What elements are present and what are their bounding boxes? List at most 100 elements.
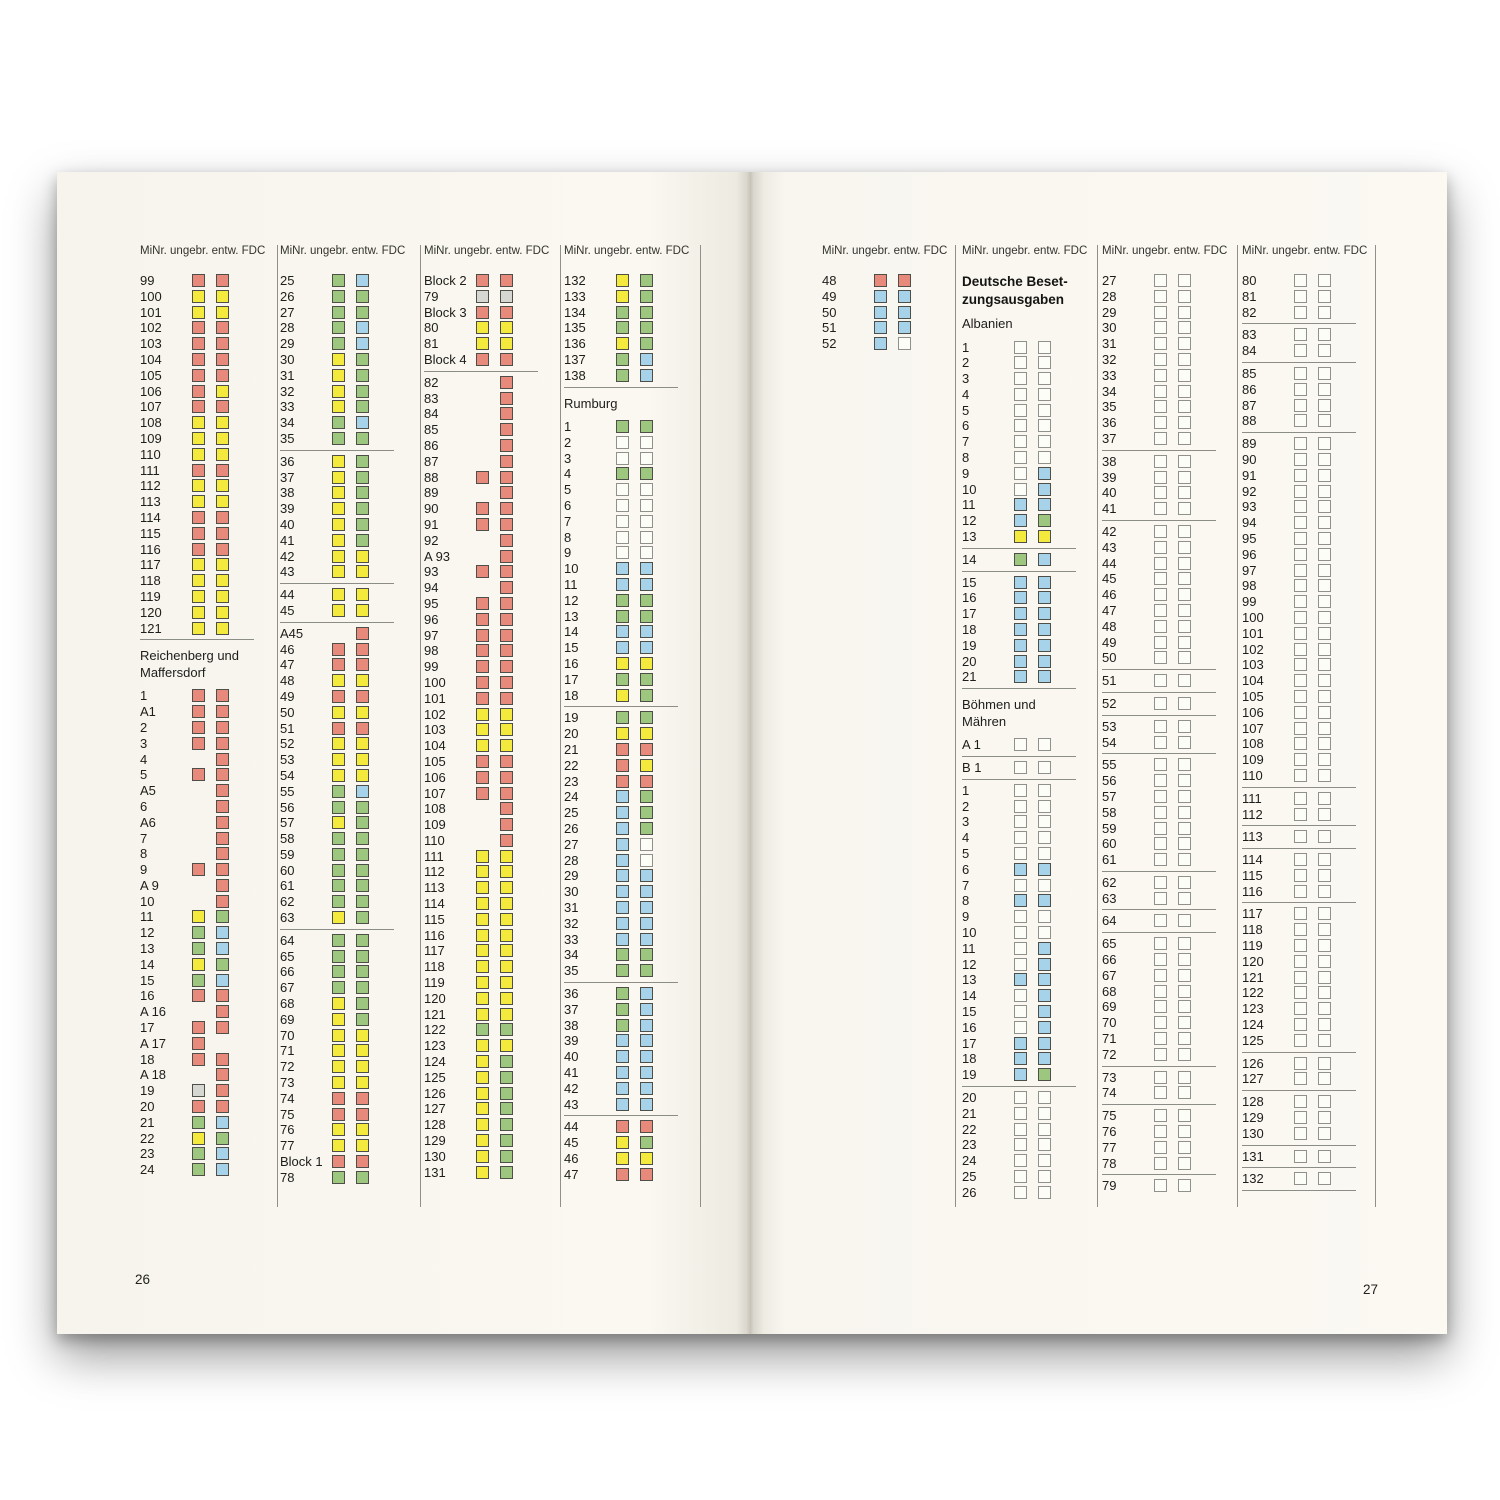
stamp-row: 18 xyxy=(962,1051,1100,1067)
checkbox-entwertet xyxy=(640,1002,653,1016)
checkbox-ungebraucht xyxy=(192,621,205,635)
minr-label: 7 xyxy=(962,877,970,893)
minr-label: 67 xyxy=(280,980,295,996)
checkbox-ungebraucht xyxy=(476,1134,489,1148)
checkbox-entwertet xyxy=(1178,635,1191,649)
checkbox-entwertet xyxy=(356,721,369,735)
checkbox-entwertet xyxy=(640,420,653,434)
checkbox-ungebraucht xyxy=(332,674,345,688)
checkbox-ungebraucht xyxy=(1154,502,1167,516)
stamp-row: 15 xyxy=(140,973,278,989)
stamp-row: 65 xyxy=(1102,936,1240,952)
minr-label: 27 xyxy=(564,836,579,852)
minr-label: 76 xyxy=(1102,1124,1117,1140)
checkbox-entwertet xyxy=(216,605,229,619)
checkbox-ungebraucht xyxy=(616,289,629,303)
checkbox-entwertet xyxy=(1038,387,1051,401)
checkbox-entwertet xyxy=(500,454,513,468)
checkbox-ungebraucht xyxy=(192,973,205,987)
stamp-row: 55 xyxy=(280,784,418,800)
checkbox-entwertet xyxy=(500,1102,513,1116)
checkbox-ungebraucht xyxy=(332,1044,345,1058)
stamp-row: 36 xyxy=(1102,415,1240,431)
checkbox-entwertet xyxy=(1318,563,1331,577)
minr-label: 101 xyxy=(1242,625,1264,641)
stamp-row: 45 xyxy=(280,603,418,619)
checkbox-ungebraucht xyxy=(192,1021,205,1035)
checkbox-entwertet xyxy=(356,1076,369,1090)
minr-label: 32 xyxy=(280,383,295,399)
group-separator-rule xyxy=(1102,689,1240,696)
checkbox-entwertet xyxy=(500,352,513,366)
minr-label: 118 xyxy=(1242,922,1263,938)
checkbox-ungebraucht xyxy=(332,305,345,319)
stamp-row: 5 xyxy=(962,403,1100,419)
stamp-row: 3 xyxy=(564,451,702,467)
stamp-row: 48 xyxy=(822,273,960,289)
checkbox-entwertet xyxy=(1038,1106,1051,1120)
stamp-row: 52 xyxy=(280,736,418,752)
stamp-row: 77 xyxy=(1102,1140,1240,1156)
checkbox-ungebraucht xyxy=(1014,761,1027,775)
checkbox-entwertet xyxy=(1318,595,1331,609)
minr-label: 92 xyxy=(1242,483,1257,499)
checkbox-entwertet xyxy=(356,847,369,861)
minr-label: B 1 xyxy=(962,760,982,776)
checkbox-entwertet xyxy=(500,1149,513,1163)
checkbox-entwertet xyxy=(500,628,513,642)
minr-label: A 18 xyxy=(140,1067,167,1083)
minr-label: 89 xyxy=(1242,436,1257,452)
checkbox-entwertet xyxy=(1038,878,1051,892)
stamp-row: 62 xyxy=(280,894,418,910)
stamp-row: 118 xyxy=(424,959,562,975)
minr-label: 35 xyxy=(280,430,295,446)
checkbox-ungebraucht xyxy=(332,352,345,366)
minr-label: 90 xyxy=(1242,451,1257,467)
minr-label: 103 xyxy=(1242,657,1264,673)
minr-label: 46 xyxy=(564,1150,579,1166)
stamp-row: 5 xyxy=(564,482,702,498)
checkbox-entwertet xyxy=(1318,1172,1331,1186)
stamp-row: 40 xyxy=(280,517,418,533)
checkbox-entwertet xyxy=(216,574,229,588)
group-separator-rule xyxy=(1102,447,1240,454)
checkbox-ungebraucht xyxy=(1154,719,1167,733)
checkbox-ungebraucht xyxy=(616,1018,629,1032)
checkbox-ungebraucht xyxy=(1154,337,1167,351)
stamp-row: 22 xyxy=(962,1122,1100,1138)
checkbox-entwertet xyxy=(640,774,653,788)
stamp-row: 16 xyxy=(962,1020,1100,1036)
minr-label: 41 xyxy=(1102,501,1117,517)
stamp-row: A1 xyxy=(140,704,278,720)
minr-label: 107 xyxy=(424,785,446,801)
stamp-row: A 18 xyxy=(140,1067,278,1083)
checkbox-entwertet xyxy=(500,786,513,800)
group-separator-rule xyxy=(962,776,1100,783)
checkbox-entwertet xyxy=(640,435,653,449)
checkbox-entwertet xyxy=(640,578,653,592)
checkbox-ungebraucht xyxy=(192,368,205,382)
stamp-row: 132 xyxy=(1242,1171,1380,1187)
minr-label: 12 xyxy=(962,956,977,972)
checkbox-entwertet xyxy=(640,1097,653,1111)
checkbox-entwertet xyxy=(216,847,229,861)
checkbox-ungebraucht xyxy=(1154,937,1167,951)
checkbox-ungebraucht xyxy=(332,642,345,656)
stamp-row: A 9 xyxy=(140,878,278,894)
stamp-row: 88 xyxy=(1242,413,1380,429)
stamp-row: 56 xyxy=(280,800,418,816)
stamp-row: 8 xyxy=(564,530,702,546)
checkbox-entwertet xyxy=(1318,500,1331,514)
checkbox-ungebraucht xyxy=(192,910,205,924)
checkbox-ungebraucht xyxy=(616,451,629,465)
minr-label: 5 xyxy=(140,767,148,783)
checkbox-entwertet xyxy=(1038,1185,1051,1199)
stamp-row: 16 xyxy=(140,988,278,1004)
checkbox-entwertet xyxy=(1038,419,1051,433)
checkbox-ungebraucht xyxy=(1294,289,1307,303)
checkbox-entwertet xyxy=(356,352,369,366)
minr-label: 71 xyxy=(1102,1031,1117,1047)
checkbox-entwertet xyxy=(216,305,229,319)
minr-label: 81 xyxy=(424,336,439,352)
checkbox-ungebraucht xyxy=(616,948,629,962)
